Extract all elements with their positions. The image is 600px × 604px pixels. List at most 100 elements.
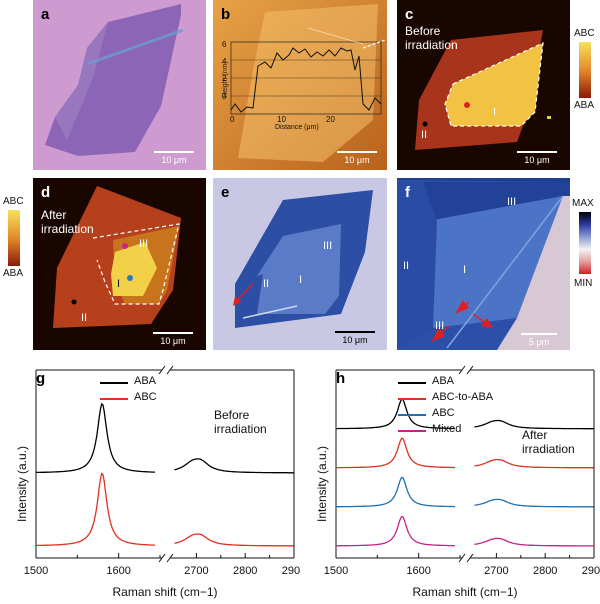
region-I-label: I bbox=[117, 278, 121, 290]
x-tick-label: 2800 bbox=[533, 565, 557, 577]
panel-a-optical-image: a 10 μm bbox=[33, 0, 206, 170]
spot-marker-red bbox=[464, 102, 470, 108]
scalebar bbox=[517, 151, 557, 153]
colorbar-d-bottom: ABA bbox=[3, 268, 24, 279]
legend-line-abc-to-aba bbox=[398, 398, 426, 400]
axis-break-mark bbox=[458, 365, 466, 375]
region-I-label: I bbox=[299, 274, 303, 286]
after-irradiation-note: After irradiation bbox=[41, 208, 94, 236]
scalebar-text: 10 μm bbox=[342, 335, 368, 345]
colorbar-d bbox=[8, 210, 20, 266]
panel-g-label: g bbox=[36, 370, 46, 387]
legend-text-abc: ABC bbox=[134, 391, 157, 403]
legend-line-abc bbox=[100, 398, 128, 400]
spectrum-g-band-abc-to-aba bbox=[336, 437, 455, 469]
note-line-2: irradiation bbox=[522, 442, 575, 456]
region-III-label: III bbox=[139, 238, 149, 250]
xtick-10: 10 bbox=[277, 115, 286, 124]
afm-height-profile bbox=[213, 0, 387, 170]
scalebar bbox=[153, 332, 193, 334]
x-tick-label: 1500 bbox=[24, 565, 48, 577]
after-irradiation-note: After irradiation bbox=[522, 428, 575, 456]
x-tick-label: 1500 bbox=[324, 565, 348, 577]
scalebar-text: 10 μm bbox=[524, 155, 550, 165]
spectrum-2d-band-aba bbox=[474, 419, 594, 430]
spot-marker-black bbox=[422, 121, 428, 127]
scalebar bbox=[337, 151, 377, 153]
scalebar-text: 10 μm bbox=[344, 155, 370, 165]
panel-d-raman-map: d After irradiation I II III 10 μm bbox=[33, 178, 206, 350]
raman-chart-h: 1500 1600 2700 2800 2900 Raman shift (cm−1) In… bbox=[315, 365, 600, 599]
spot-marker-magenta bbox=[122, 243, 128, 249]
ytick-2: 2 bbox=[222, 74, 227, 83]
note-line-2: irradiation bbox=[41, 222, 94, 236]
x-tick-label: 2700 bbox=[184, 565, 208, 577]
panel-b-label: b bbox=[221, 6, 231, 23]
note-line-1: Before bbox=[214, 408, 250, 422]
spectrum-g-band-abc bbox=[36, 472, 155, 547]
colorbar-c-top: ABC bbox=[574, 28, 595, 39]
panel-a-label: a bbox=[41, 6, 50, 23]
note-line-2: irradiation bbox=[405, 38, 458, 52]
scalebar bbox=[521, 333, 557, 335]
panel-b-afm-image: b Height (nm) 6 4 2 0 0 10 20 Distance (… bbox=[213, 0, 387, 170]
xtick-20: 20 bbox=[326, 115, 335, 124]
colorbar-d-top: ABC bbox=[3, 196, 24, 207]
before-irradiation-note: Before irradiation bbox=[214, 408, 267, 436]
y-axis-title: Intensity (a.u.) bbox=[315, 446, 329, 522]
region-III-label-top: III bbox=[507, 196, 517, 208]
panel-f-contrast-image: f I II III III 5 μm bbox=[397, 178, 570, 350]
xtick-0: 0 bbox=[230, 115, 235, 124]
scalebar-text: 5 μm bbox=[528, 337, 550, 347]
panel-h-label: h bbox=[336, 370, 346, 387]
flake-contrast-zoom bbox=[397, 178, 570, 350]
x-tick-label: 2900 bbox=[582, 565, 600, 577]
spot-marker-black bbox=[71, 299, 77, 305]
before-irradiation-note: Before irradiation bbox=[405, 24, 458, 52]
region-I-label: I bbox=[463, 264, 467, 276]
panel-f-label: f bbox=[405, 184, 410, 201]
region-III-label: III bbox=[323, 240, 333, 252]
raman-chart-g: 1500 1600 2700 2800 2900 Raman shift (cm−1) In… bbox=[15, 365, 300, 599]
legend-line-aba bbox=[100, 382, 128, 384]
x-tick-label: 2700 bbox=[484, 565, 508, 577]
colorbar-f-top: MAX bbox=[572, 198, 594, 209]
legend-text-abc-to-aba: ABC-to-ABA bbox=[432, 391, 494, 403]
x-axis-title: Raman shift (cm−1) bbox=[112, 585, 217, 599]
axis-break-mark bbox=[166, 365, 174, 375]
region-II-label: II bbox=[421, 129, 428, 141]
y-axis-title: Intensity (a.u.) bbox=[15, 446, 29, 522]
spectrum-2d-band-mixed bbox=[474, 537, 594, 547]
flake-shape bbox=[45, 4, 184, 156]
flake-contrast bbox=[233, 190, 373, 328]
region-I-label: I bbox=[493, 106, 497, 118]
panel-c-label: c bbox=[405, 6, 414, 23]
axis-break-mark bbox=[458, 553, 466, 563]
note-line-1: After bbox=[41, 208, 67, 222]
x-tick-label: 1600 bbox=[406, 565, 430, 577]
spectrum-2d-band-abc-to-aba bbox=[474, 458, 594, 469]
spectrum-g-band-aba bbox=[336, 398, 455, 430]
scalebar-text: 10 μm bbox=[161, 155, 187, 165]
ytick-6: 6 bbox=[222, 40, 227, 49]
legend-text-aba: ABA bbox=[432, 375, 455, 387]
spot-marker-blue bbox=[127, 275, 133, 281]
axis-break-mark bbox=[158, 365, 166, 375]
colorbar-f bbox=[579, 212, 591, 274]
stacking-map bbox=[53, 186, 181, 328]
scalebar-text: 10 μm bbox=[160, 336, 186, 346]
legend-line-mixed bbox=[398, 430, 426, 432]
colorbar-f-bottom: MIN bbox=[574, 278, 593, 289]
colorbar-c-bottom: ABA bbox=[574, 100, 595, 111]
axis-break-mark bbox=[466, 553, 474, 563]
scalebar bbox=[335, 331, 375, 333]
panel-e-contrast-image: e I II III 10 μm bbox=[213, 178, 387, 350]
ytick-4: 4 bbox=[222, 57, 227, 66]
spectrum-2d-band-abc bbox=[174, 533, 294, 547]
x-axis-title: Raman shift (cm−1) bbox=[412, 585, 517, 599]
x-tick-label: 1600 bbox=[106, 565, 130, 577]
scalebar bbox=[154, 151, 194, 153]
stacking-map bbox=[415, 30, 551, 150]
x-tick-label: 2900 bbox=[282, 565, 300, 577]
note-line-2: irradiation bbox=[214, 422, 267, 436]
